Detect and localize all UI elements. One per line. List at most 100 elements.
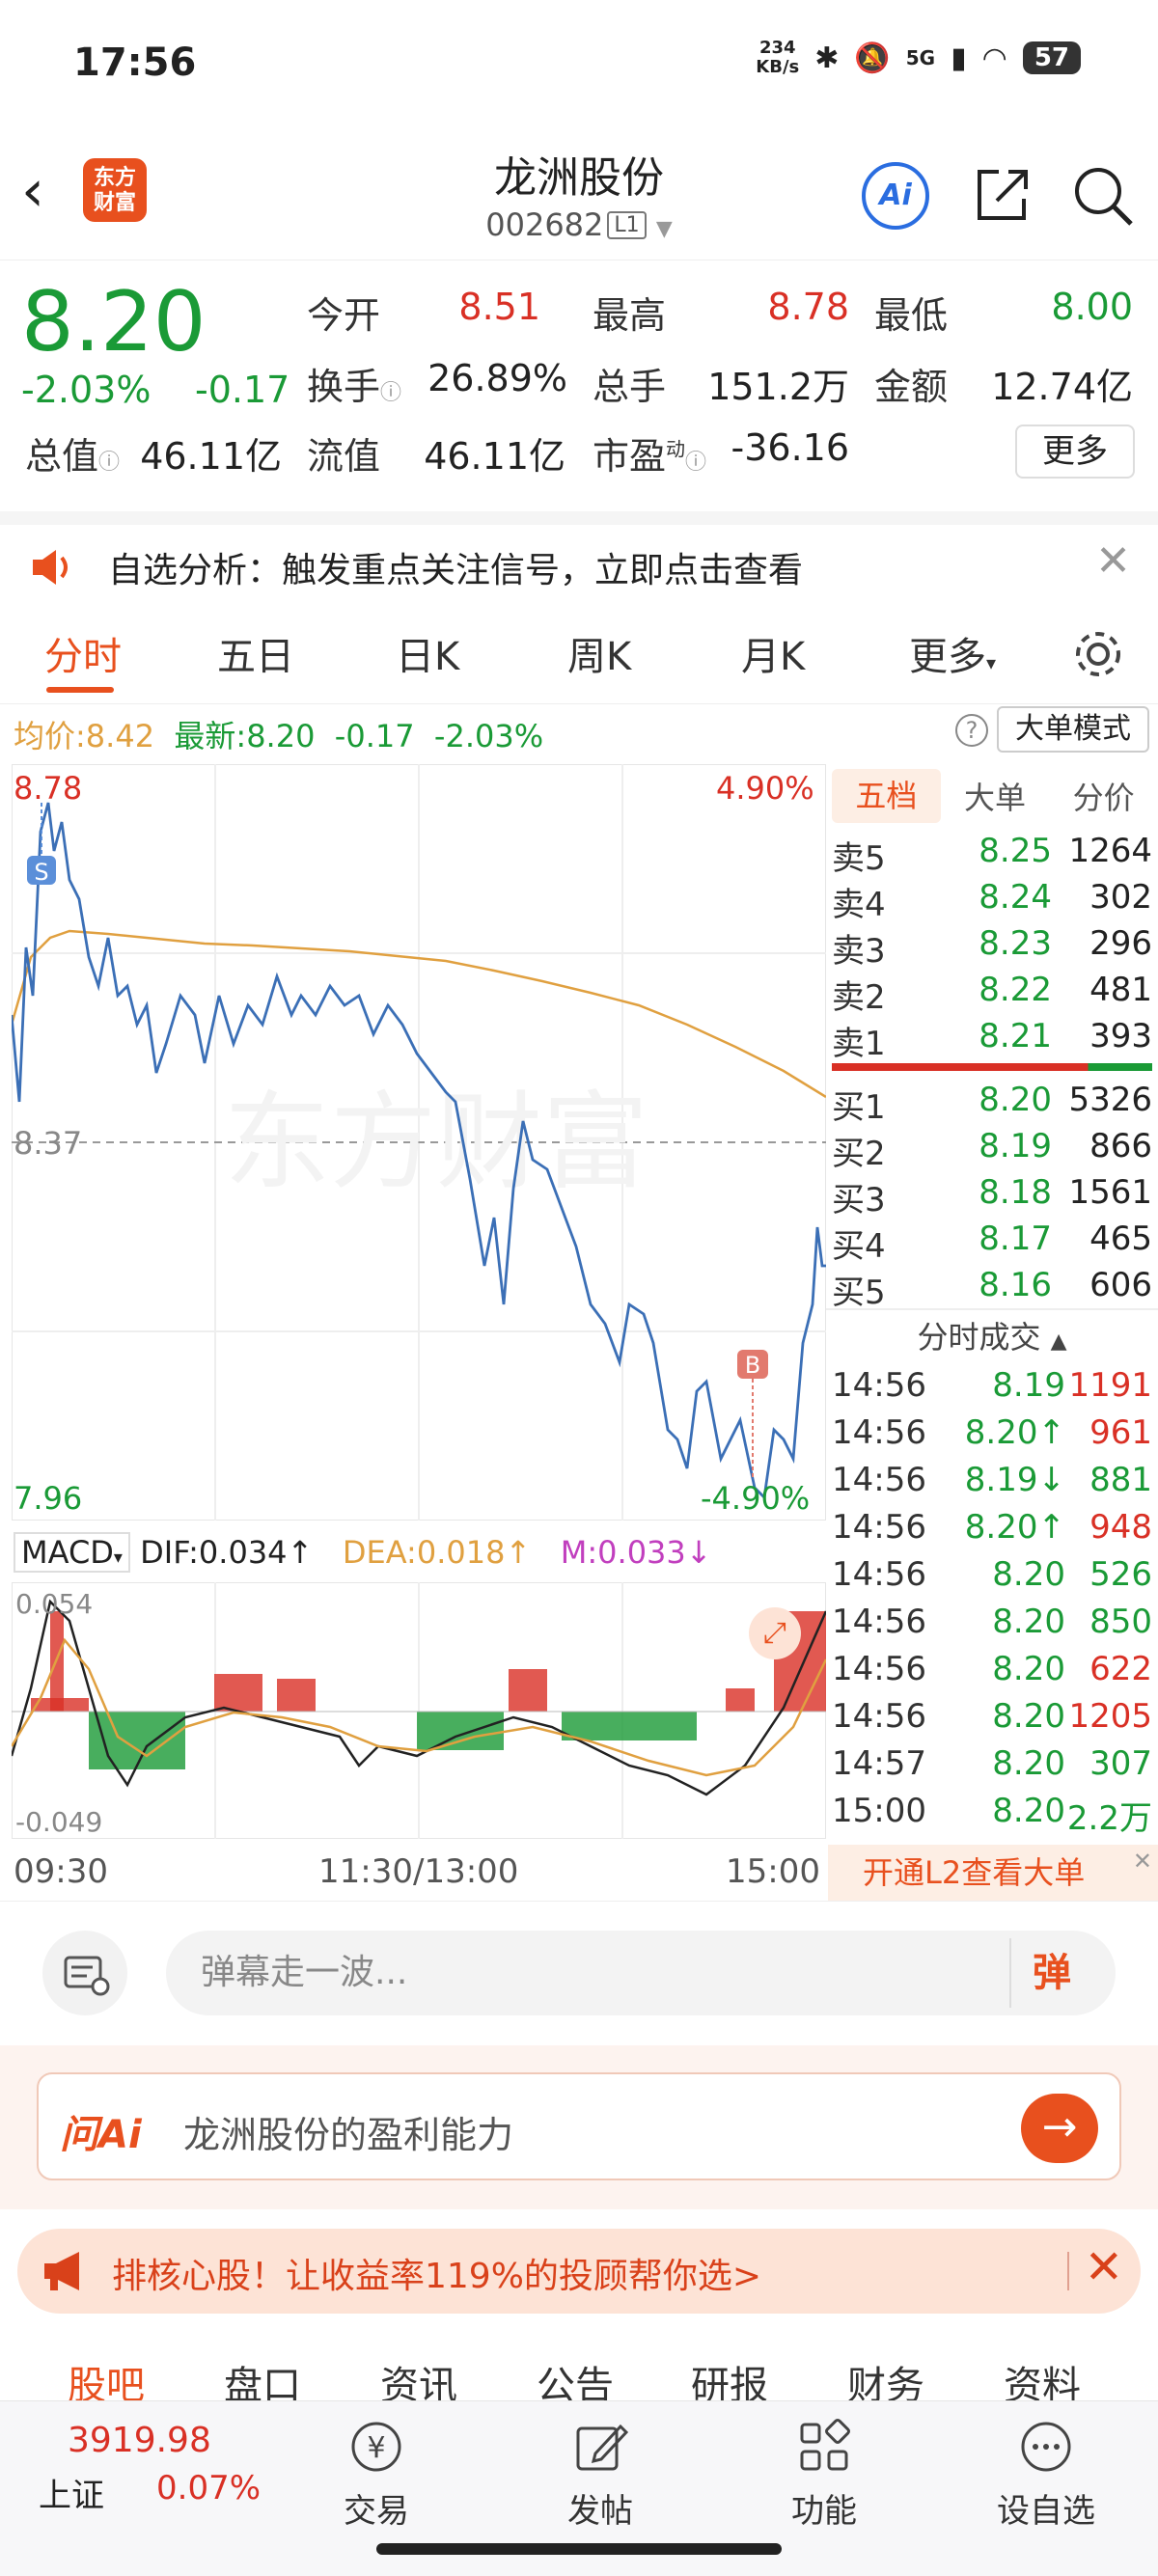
info-icon: ⓘ — [685, 451, 707, 475]
ask-ai-box[interactable]: 问Ai 龙洲股份的盈利能力 → — [37, 2072, 1121, 2180]
chevron-down-icon: ▼ — [655, 217, 673, 241]
gear-icon[interactable] — [1071, 627, 1125, 681]
yen-icon: ¥ — [351, 2422, 401, 2472]
alert-banner[interactable]: 自选分析：触发重点关注信号，立即点击查看 ✕ — [0, 511, 1158, 598]
dif-line — [12, 1599, 826, 1796]
high-label: 最高 — [593, 294, 667, 337]
stock-code-row[interactable]: 002682 L1 ▼ — [0, 206, 1158, 243]
comment-section: 弹幕走一波... 弹 — [0, 1901, 1158, 2045]
amount-value: 12.74亿 — [991, 366, 1133, 408]
tab-five-day[interactable]: 五日 — [217, 635, 294, 679]
index-change: 0.07% — [156, 2469, 262, 2507]
close-icon[interactable]: ✕ — [1084, 2240, 1123, 2294]
time-axis-mid: 11:30/13:00 — [318, 1852, 519, 1891]
arrow-right-icon[interactable]: → — [1021, 2094, 1098, 2163]
level-badge: L1 — [607, 211, 647, 239]
home-indicator — [376, 2543, 782, 2555]
tab-big-orders[interactable]: 大单 — [964, 780, 1027, 816]
order-book-tabs: 五档 大单 分价 — [826, 764, 1158, 828]
back-button[interactable]: ‹ — [21, 157, 44, 225]
close-icon[interactable]: ✕ — [1132, 1848, 1152, 1875]
tab-five-levels[interactable]: 五档 — [832, 769, 941, 823]
high-value: 8.78 — [767, 286, 849, 328]
big-order-mode-button[interactable]: 大单模式 — [997, 706, 1149, 753]
trade-button[interactable]: ¥ 交易 — [309, 2417, 444, 2532]
help-icon[interactable]: ? — [955, 714, 988, 747]
trades-header[interactable]: 分时成交 ▲ — [826, 1308, 1158, 1362]
megaphone-icon — [44, 2252, 79, 2290]
order-book: 五档 大单 分价 卖5 8.25 1264 卖4 8.24 302 卖3 8.23 296 … — [826, 764, 1158, 1838]
grid-icon — [800, 2419, 850, 2471]
close-icon[interactable]: ✕ — [1095, 536, 1131, 586]
pe-value: -36.16 — [731, 426, 850, 469]
chart-tabs: 分时 五日 日K 周K 月K 更多▾ — [0, 608, 1158, 704]
macd-chart[interactable] — [12, 1582, 826, 1839]
pct-axis-top: 4.90% — [716, 770, 814, 807]
trade-row: 14:56 8.19↓ 881 — [832, 1461, 1152, 1499]
macd-axis-bottom: -0.049 — [15, 1806, 103, 1838]
promo-banner[interactable]: 排核心股！让收益率119%的投顾帮你选> ✕ — [17, 2229, 1141, 2314]
macd-selector[interactable]: MACD▾ — [14, 1532, 130, 1573]
macd-histogram — [31, 1611, 826, 1769]
change-percent: -2.03% — [21, 369, 152, 411]
macd-header: MACD▾ DIF:0.034↑ DEA:0.018↑ M:0.033↓ — [14, 1532, 712, 1573]
caret-down-icon: ▾ — [986, 651, 997, 674]
stock-code: 002682 — [485, 206, 604, 243]
wifi-icon: ◠ — [981, 41, 1007, 75]
ai-button[interactable]: Ai — [862, 162, 929, 230]
tab-weekly-k[interactable]: 周K — [567, 635, 632, 679]
tab-daily-k[interactable]: 日K — [396, 635, 460, 679]
price-axis-mid: 8.37 — [14, 1125, 83, 1162]
bid-row: 买2 8.19 866 — [832, 1127, 1152, 1173]
stock-header: ‹ 东方 财富 龙洲股份 002682 L1 ▼ Ai — [0, 135, 1158, 260]
bid-row: 买1 8.20 5326 — [832, 1081, 1152, 1127]
app-logo: 东方 财富 — [83, 158, 147, 222]
danmu-button[interactable]: 弹 — [1033, 1951, 1071, 1995]
trade-row: 14:56 8.20 526 — [832, 1555, 1152, 1594]
bid-ask-ratio-bar — [832, 1063, 1152, 1071]
mute-icon: 🔕 — [854, 41, 891, 75]
pe-label: 市盈动ⓘ — [593, 435, 707, 478]
post-button[interactable]: 发帖 — [533, 2417, 668, 2532]
mktcap-label: 总值ⓘ — [25, 435, 121, 478]
bluetooth-icon: ✱ — [814, 41, 840, 75]
tab-monthly-k[interactable]: 月K — [741, 635, 806, 679]
bid-row: 买5 8.16 606 — [832, 1266, 1152, 1312]
tab-more[interactable]: 更多▾ — [909, 635, 997, 679]
volume-value: 151.2万 — [707, 366, 849, 408]
info-icon: ⓘ — [380, 381, 402, 405]
time-axis-start: 09:30 — [14, 1852, 108, 1891]
open-label: 今开 — [307, 294, 381, 337]
macd-m: M:0.033 — [560, 1534, 686, 1571]
danmu-input[interactable]: 弹幕走一波... — [166, 1931, 1116, 2015]
status-icons: 234 KB/s ✱ 🔕 5G ▮ ◠ 57 — [756, 39, 1081, 77]
low-label: 最低 — [874, 294, 949, 337]
comment-settings-icon[interactable] — [42, 1931, 127, 2015]
intraday-price-chart[interactable]: 东方财富 S B — [12, 764, 826, 1521]
ask-row: 卖2 8.22 481 — [832, 971, 1152, 1017]
price-axis-bottom: 7.96 — [14, 1480, 83, 1517]
network-type: 5G — [905, 46, 936, 69]
buy-marker — [737, 1350, 768, 1379]
bid-row: 买4 8.17 465 — [832, 1219, 1152, 1266]
trade-row: 14:56 8.20 1205 — [832, 1697, 1152, 1736]
bid-row: 买3 8.18 1561 — [832, 1173, 1152, 1219]
mktcap-value: 46.11亿 — [140, 435, 282, 478]
expand-icon[interactable]: ⤢ — [749, 1607, 801, 1659]
promo-text: 排核心股！让收益率119%的投顾帮你选> — [112, 2257, 762, 2296]
functions-button[interactable]: 功能 — [757, 2417, 892, 2532]
macd-axis-top: 0.054 — [15, 1588, 94, 1620]
more-button[interactable]: 更多 — [1015, 425, 1135, 479]
ask-row: 卖3 8.23 296 — [832, 924, 1152, 971]
l2-upgrade-banner[interactable]: 开通L2查看大单 ✕ — [828, 1845, 1158, 1901]
tab-price-distribution[interactable]: 分价 — [1072, 780, 1135, 816]
buy-marker-label: B — [745, 1352, 760, 1379]
add-watchlist-button[interactable]: 设自选 — [979, 2417, 1114, 2532]
battery-icon: 57 — [1022, 41, 1081, 74]
macd-dea: DEA:0.018 — [342, 1534, 506, 1571]
ask-row: 卖4 8.24 302 — [832, 878, 1152, 924]
tab-intraday[interactable]: 分时 — [44, 635, 122, 679]
more-dots-icon — [1021, 2422, 1071, 2472]
search-icon[interactable] — [1071, 164, 1135, 228]
share-icon[interactable] — [970, 164, 1034, 228]
